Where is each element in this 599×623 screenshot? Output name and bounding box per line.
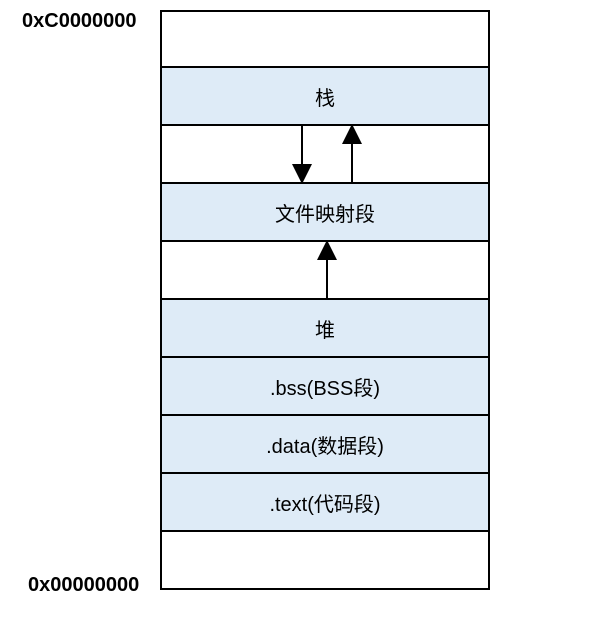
memory-segment: .data(数据段) bbox=[160, 416, 490, 474]
memory-segment bbox=[160, 10, 490, 68]
memory-segment bbox=[160, 242, 490, 300]
memory-segment: .text(代码段) bbox=[160, 474, 490, 532]
segment-label: .text(代码段) bbox=[269, 488, 380, 517]
memory-segment bbox=[160, 532, 490, 590]
segment-label: 栈 bbox=[315, 82, 335, 111]
address-label-bottom: 0x00000000 bbox=[28, 574, 139, 597]
memory-segment: 堆 bbox=[160, 300, 490, 358]
segment-label: .bss(BSS段) bbox=[270, 372, 380, 401]
segment-label: 堆 bbox=[315, 314, 335, 343]
arrows-stack-heap bbox=[162, 126, 492, 184]
memory-layout-diagram: 栈文件映射段堆 .bss(BSS段) .data(数据段) .text(代码段) bbox=[160, 10, 490, 590]
memory-segment: 文件映射段 bbox=[160, 184, 490, 242]
arrow-heap-up bbox=[162, 242, 492, 300]
segment-label: .data(数据段) bbox=[266, 430, 384, 459]
memory-segment: 栈 bbox=[160, 68, 490, 126]
address-label-top: 0xC0000000 bbox=[22, 10, 137, 33]
segment-label: 文件映射段 bbox=[275, 198, 375, 227]
memory-segment bbox=[160, 126, 490, 184]
memory-segment: .bss(BSS段) bbox=[160, 358, 490, 416]
